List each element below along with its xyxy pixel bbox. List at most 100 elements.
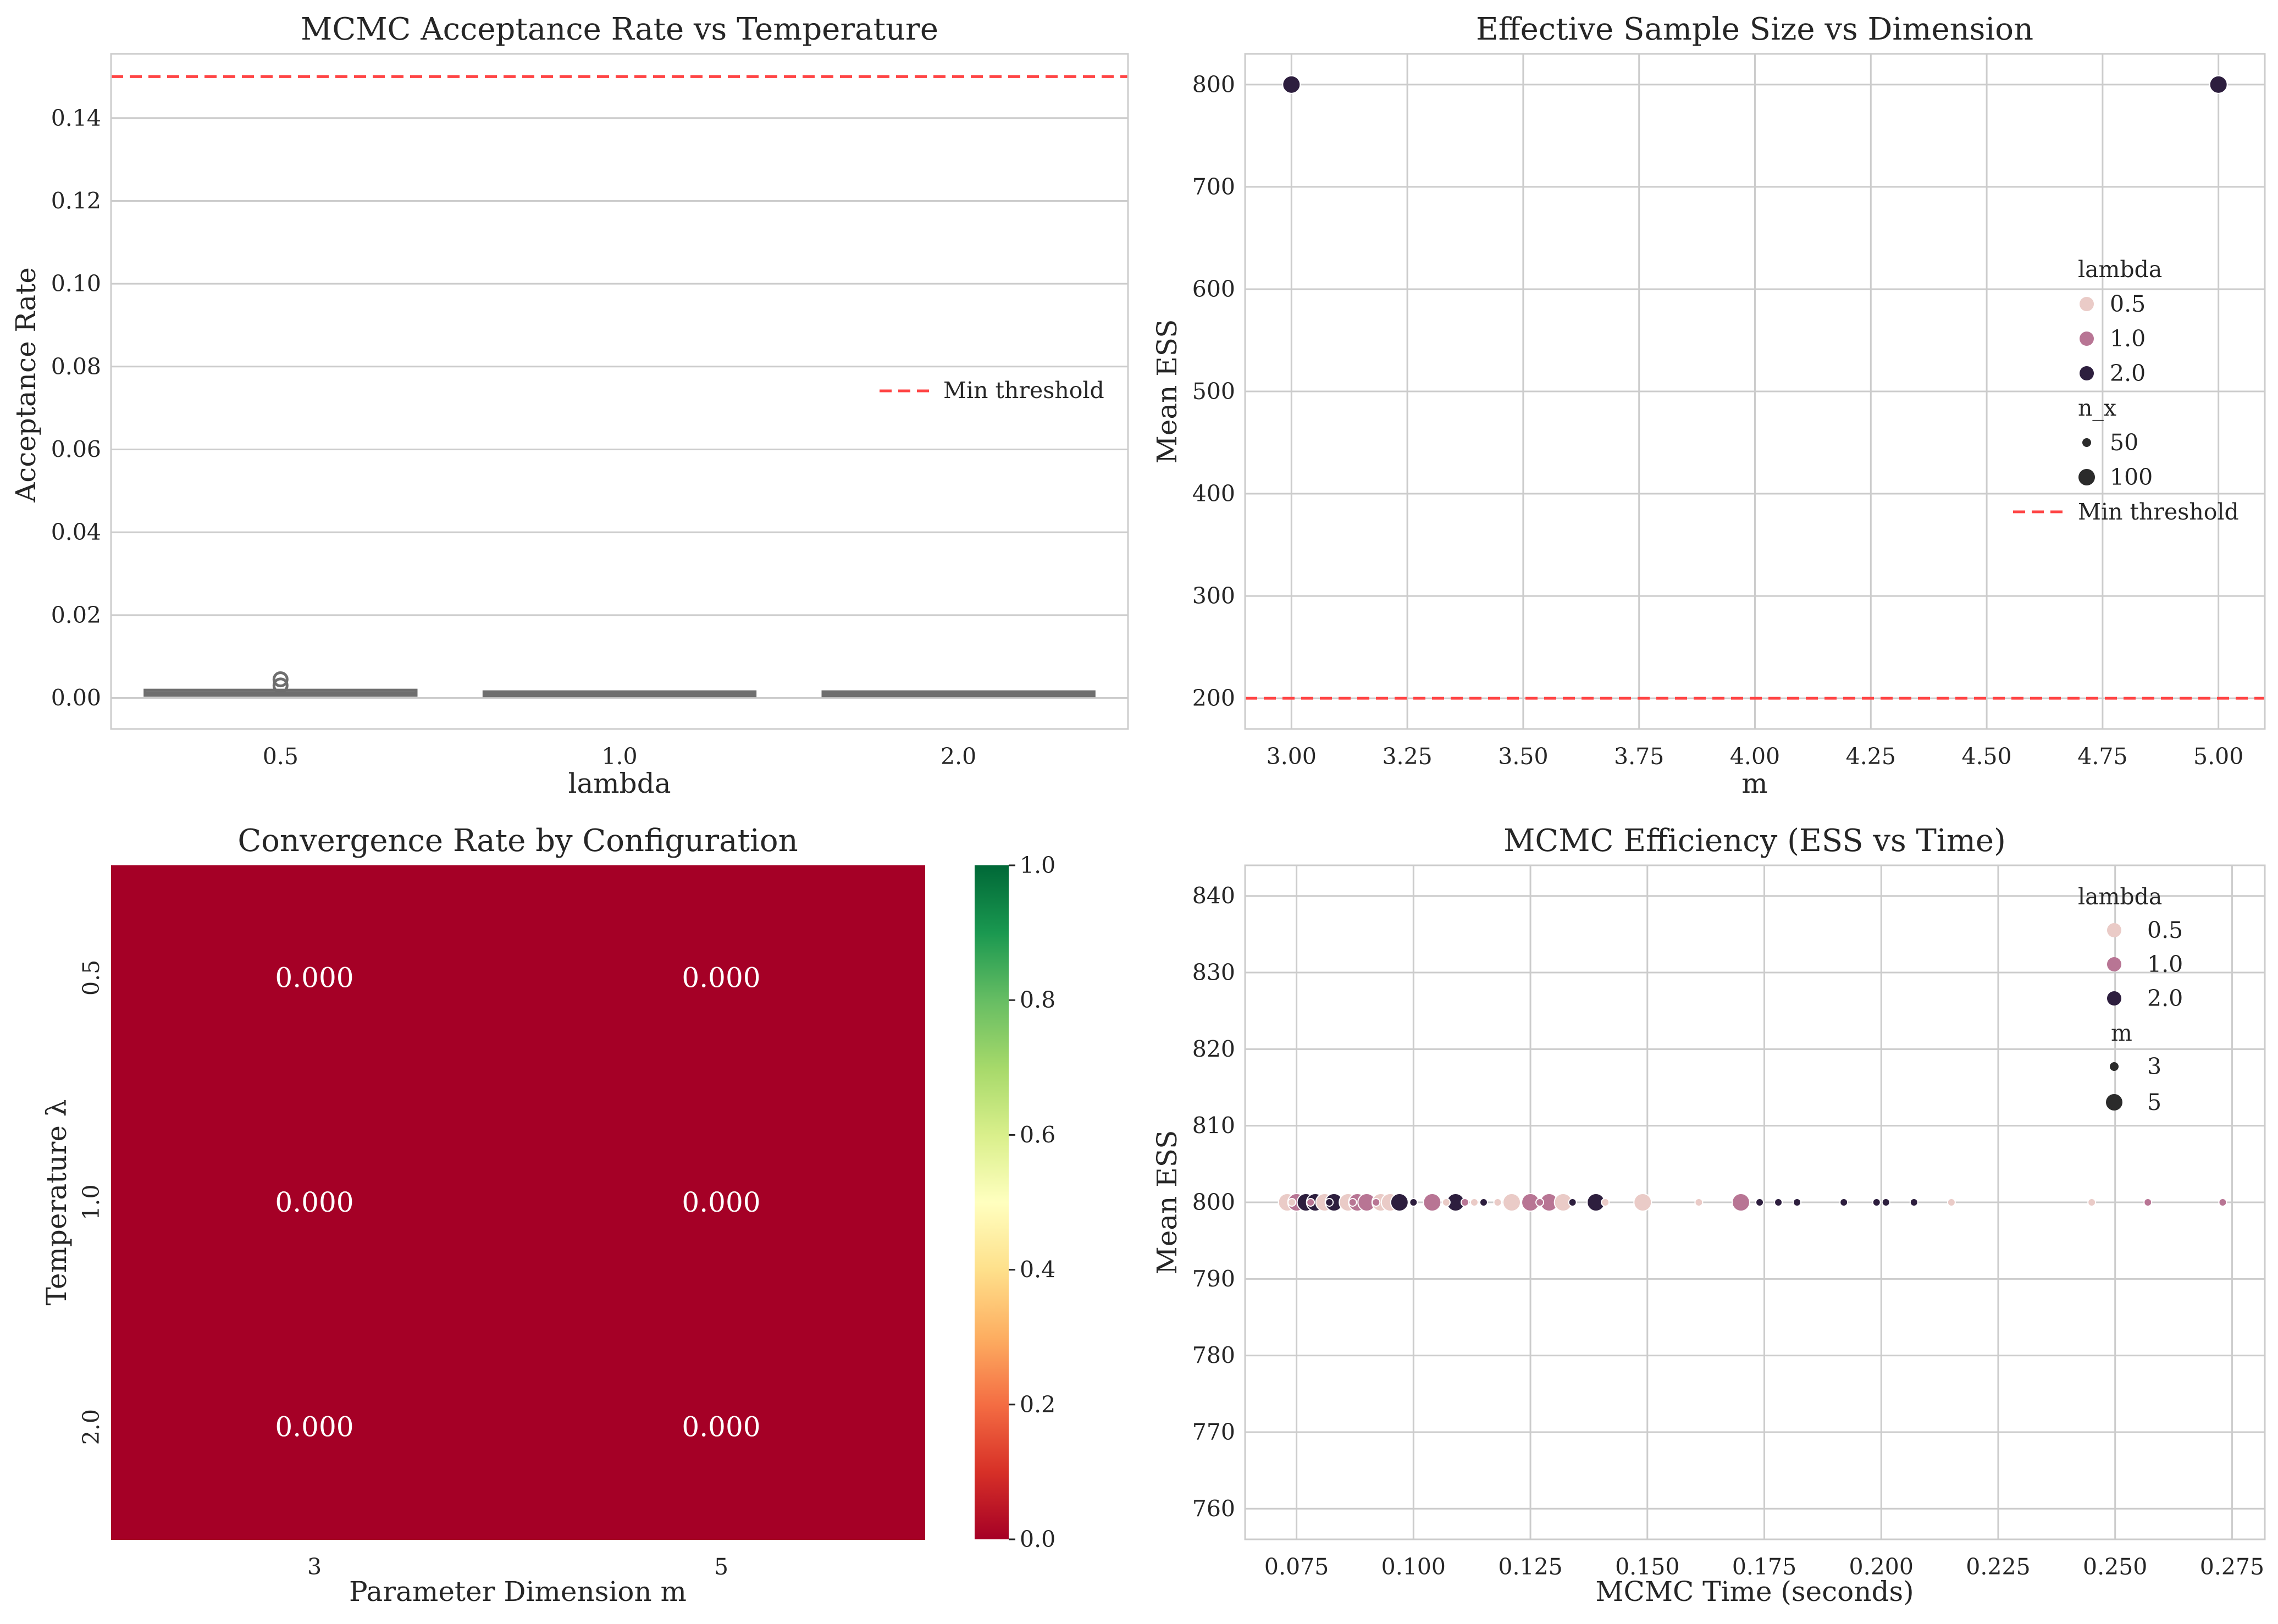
legend-label-lambda-1-0: 1.0 bbox=[2110, 325, 2146, 352]
y-tick-label: 0.08 bbox=[51, 353, 101, 380]
colorbar-tick-label: 0.6 bbox=[1020, 1122, 1055, 1148]
y-tick-label: 500 bbox=[1192, 378, 1235, 405]
chart-title: Convergence Rate by Configuration bbox=[237, 823, 798, 859]
data-point bbox=[1441, 1198, 1451, 1207]
box-0.5 bbox=[143, 671, 418, 697]
x-tick-label: 0.100 bbox=[1381, 1554, 1446, 1580]
data-point bbox=[1306, 1198, 1315, 1207]
colorbar: 0.0 0.2 0.4 0.6 0.8 1.0 bbox=[975, 852, 1055, 1553]
x-tick-label: 0.075 bbox=[1264, 1554, 1329, 1580]
cell-value-label: 0.000 bbox=[682, 1411, 760, 1443]
legend-swatch-size-large bbox=[2078, 469, 2095, 485]
y-tick-label: 400 bbox=[1192, 480, 1235, 507]
legend-swatch-lambda-2-0 bbox=[2107, 991, 2121, 1006]
y-tick-label: 0.10 bbox=[51, 270, 101, 297]
legend-label-lambda-0-5: 0.5 bbox=[2110, 291, 2146, 317]
ess-vs-dimension-chart: Effective Sample Size vs Dimension m Mea… bbox=[1151, 12, 2266, 799]
cell-value-label: 0.000 bbox=[682, 962, 760, 993]
y-axis-label: Acceptance Rate bbox=[10, 267, 42, 503]
legend-swatch-size-small bbox=[2110, 1062, 2119, 1071]
data-point bbox=[1409, 1198, 1418, 1207]
data-point bbox=[1881, 1198, 1890, 1207]
legend-label-size-large: 5 bbox=[2147, 1089, 2161, 1115]
y-tick-label: 840 bbox=[1192, 883, 1235, 909]
y-tick-label: 2.0 bbox=[78, 1409, 104, 1445]
data-point bbox=[1390, 1193, 1409, 1212]
data-point bbox=[1282, 75, 1301, 94]
plot-frame bbox=[110, 53, 1129, 730]
chart-title: Effective Sample Size vs Dimension bbox=[1476, 12, 2033, 47]
y-tick-label: 0.14 bbox=[51, 105, 101, 131]
x-tick-label: 3.25 bbox=[1382, 743, 1432, 770]
x-tick-label: 3.75 bbox=[1614, 743, 1664, 770]
y-tick-label: 0.02 bbox=[51, 602, 101, 628]
y-tick-label: 800 bbox=[1192, 71, 1235, 98]
legend-swatch-size-large bbox=[2106, 1094, 2122, 1111]
legend-label-size-large: 100 bbox=[2110, 464, 2153, 490]
x-tick-label: 0.200 bbox=[1849, 1554, 1914, 1580]
legend-swatch-size-small bbox=[2082, 438, 2091, 447]
box-outlier bbox=[272, 677, 289, 694]
x-tick-label: 0.275 bbox=[2200, 1554, 2264, 1580]
acceptance-rate-chart: MCMC Acceptance Rate vs Temperature lamb… bbox=[10, 12, 1129, 799]
data-point bbox=[1423, 1193, 1442, 1212]
y-tick-label: 770 bbox=[1192, 1419, 1235, 1445]
data-point bbox=[1694, 1198, 1704, 1207]
y-tick-label: 760 bbox=[1192, 1495, 1235, 1522]
data-point bbox=[2087, 1198, 2097, 1207]
data-point bbox=[1348, 1198, 1357, 1207]
x-tick-label: 0.175 bbox=[1732, 1554, 1796, 1580]
legend-label-lambda-0-5: 0.5 bbox=[2147, 917, 2183, 943]
box-outlier bbox=[272, 671, 289, 688]
x-tick-label: 0.150 bbox=[1615, 1554, 1679, 1580]
cell-value-label: 0.000 bbox=[682, 1186, 760, 1218]
y-tick-label: 0.04 bbox=[51, 519, 101, 545]
y-axis-label: Mean ESS bbox=[1151, 1130, 1183, 1275]
colorbar-tick-label: 0.4 bbox=[1020, 1257, 1055, 1283]
y-tick-label: 700 bbox=[1192, 174, 1235, 200]
legend-label-size-small: 50 bbox=[2110, 429, 2138, 456]
x-axis-label: MCMC Time (seconds) bbox=[1595, 1576, 1914, 1608]
colorbar-tick-label: 1.0 bbox=[1020, 852, 1055, 879]
y-tick-label: 0.12 bbox=[51, 187, 101, 214]
data-point bbox=[1568, 1198, 1577, 1207]
y-tick-label: 810 bbox=[1192, 1113, 1235, 1139]
legend-threshold-label: Min threshold bbox=[943, 377, 1104, 404]
data-point bbox=[1774, 1198, 1783, 1207]
x-axis-label: m bbox=[1741, 767, 1767, 799]
heatmap-cell bbox=[518, 1314, 925, 1540]
legend-label-lambda-2-0: 2.0 bbox=[2147, 985, 2183, 1012]
legend-size-title: m bbox=[2111, 1020, 2132, 1046]
legend-hue-title: lambda bbox=[2078, 883, 2162, 910]
x-tick-label: 4.00 bbox=[1730, 743, 1780, 770]
box-1.0 bbox=[482, 690, 757, 698]
y-tick-label: 600 bbox=[1192, 276, 1235, 302]
x-tick-label: 0.225 bbox=[1966, 1554, 2030, 1580]
y-axis-label: Mean ESS bbox=[1151, 319, 1183, 464]
data-point bbox=[1731, 1193, 1750, 1212]
legend-label-lambda-1-0: 1.0 bbox=[2147, 951, 2183, 977]
data-point bbox=[1872, 1198, 1881, 1207]
y-tick-label: 790 bbox=[1192, 1266, 1235, 1292]
y-tick-label: 0.06 bbox=[51, 436, 101, 462]
data-point bbox=[1947, 1198, 1956, 1207]
data-point bbox=[2218, 1198, 2227, 1207]
data-point bbox=[1325, 1198, 1334, 1207]
legend: Min threshold bbox=[880, 377, 1104, 404]
legend-swatch-lambda-0-5 bbox=[2080, 297, 2094, 311]
chart-title: MCMC Efficiency (ESS vs Time) bbox=[1503, 823, 2006, 859]
x-tick-label: 5.00 bbox=[2193, 743, 2243, 770]
y-tick-label: 0.5 bbox=[78, 960, 104, 996]
x-tick-label: 1.0 bbox=[601, 743, 637, 770]
legend-threshold-label: Min threshold bbox=[2078, 499, 2239, 525]
legend-swatch-lambda-2-0 bbox=[2080, 366, 2094, 380]
x-tick-label: 3.00 bbox=[1267, 743, 1317, 770]
data-point bbox=[1493, 1198, 1502, 1207]
x-tick-label: 0.125 bbox=[1498, 1554, 1562, 1580]
data-point bbox=[1793, 1198, 1802, 1207]
data-point bbox=[1287, 1198, 1297, 1207]
legend-size-title: n_x bbox=[2078, 395, 2116, 421]
box-2.0 bbox=[821, 690, 1096, 698]
data-point bbox=[1839, 1198, 1849, 1207]
y-tick-label: 830 bbox=[1192, 959, 1235, 986]
